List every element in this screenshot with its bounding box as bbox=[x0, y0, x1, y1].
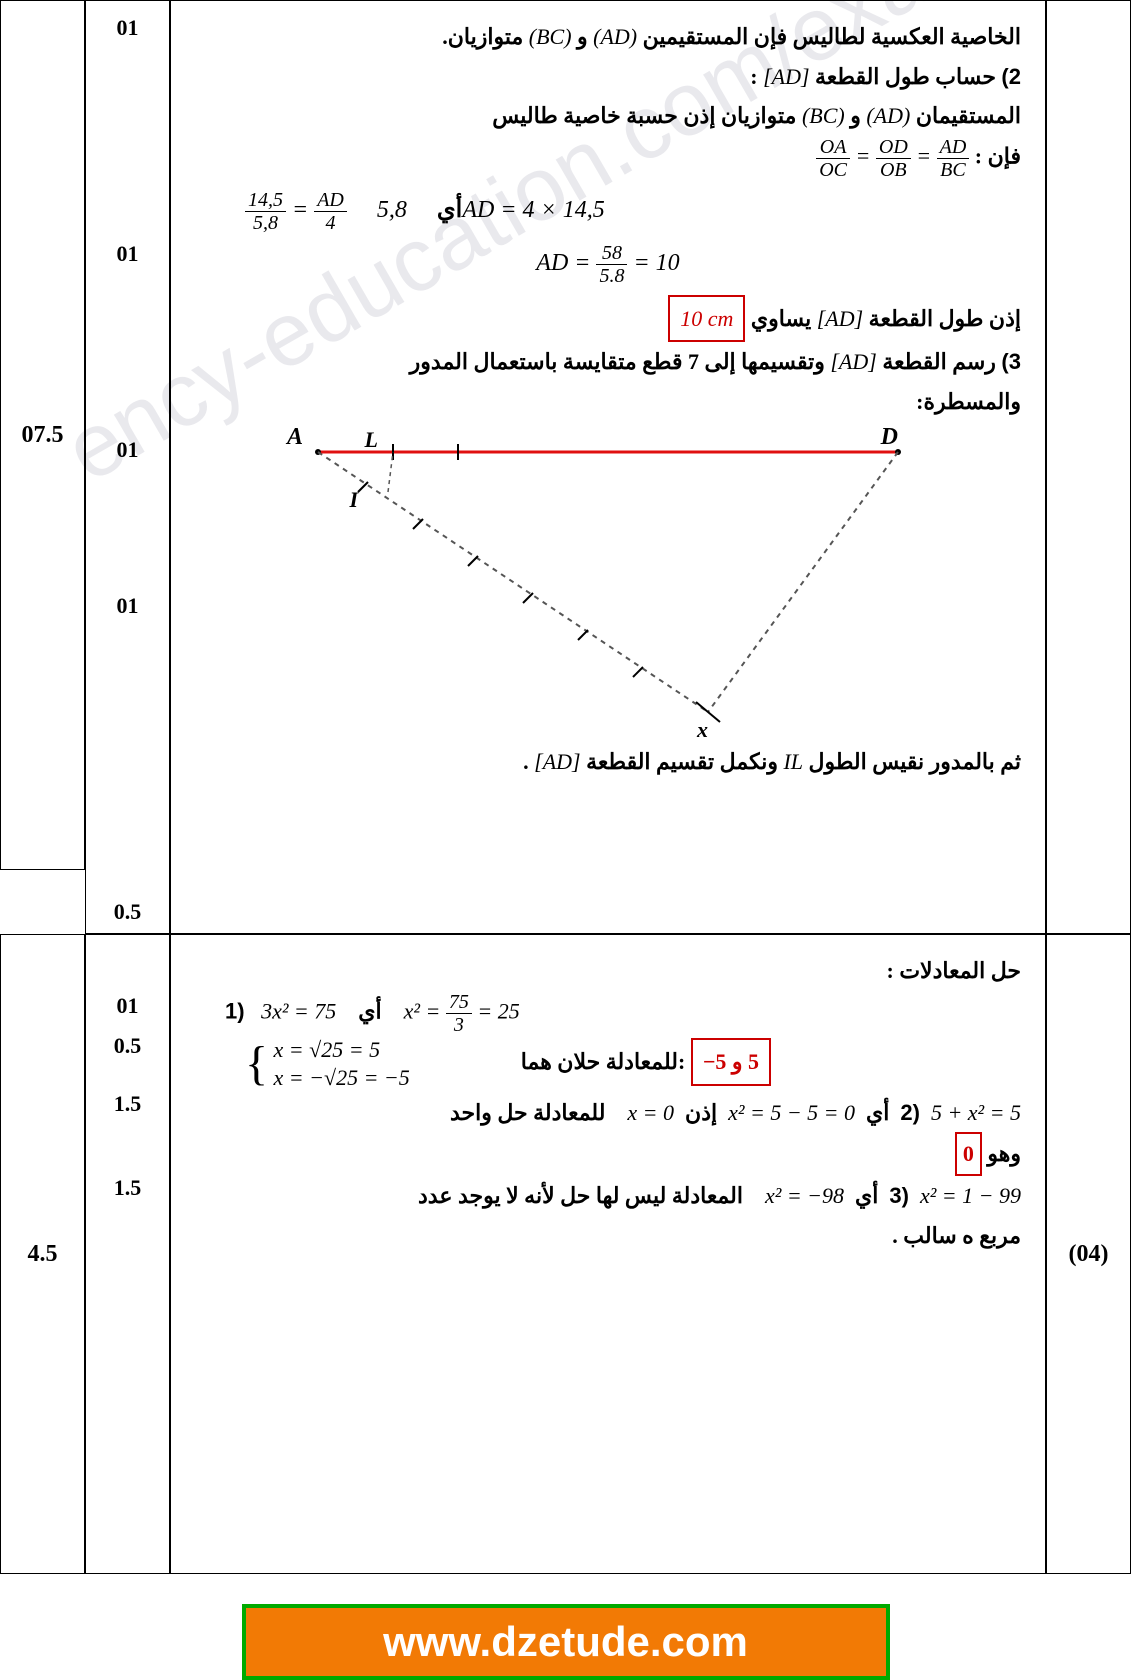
svg-text:I: I bbox=[348, 487, 359, 512]
svg-text:A: A bbox=[285, 424, 303, 450]
row1-content: الخاصية العكسية لطاليس فإن المستقيمين (A… bbox=[170, 0, 1046, 934]
row1-sub-scores: 01 01 01 01 0.5 bbox=[85, 0, 170, 934]
row2-sub-scores: 01 0.5 1.5 1.5 bbox=[85, 934, 170, 1574]
svg-text:L: L bbox=[364, 427, 378, 452]
svg-text:D: D bbox=[880, 424, 898, 450]
footer-url: www.dzetude.com bbox=[242, 1604, 890, 1680]
svg-text:x: x bbox=[696, 717, 708, 742]
row2-total-score: 4.5 bbox=[0, 934, 85, 1574]
row2-content: حل المعادلات : 1) 3x² = 75 أي x² = 753 =… bbox=[170, 934, 1046, 1574]
row1-total-score: 07.5 bbox=[0, 0, 85, 870]
segment-division-diagram: A D L I bbox=[195, 422, 1021, 742]
row1-right-margin bbox=[1046, 0, 1131, 934]
row2-question-number: (04) bbox=[1046, 934, 1131, 1574]
